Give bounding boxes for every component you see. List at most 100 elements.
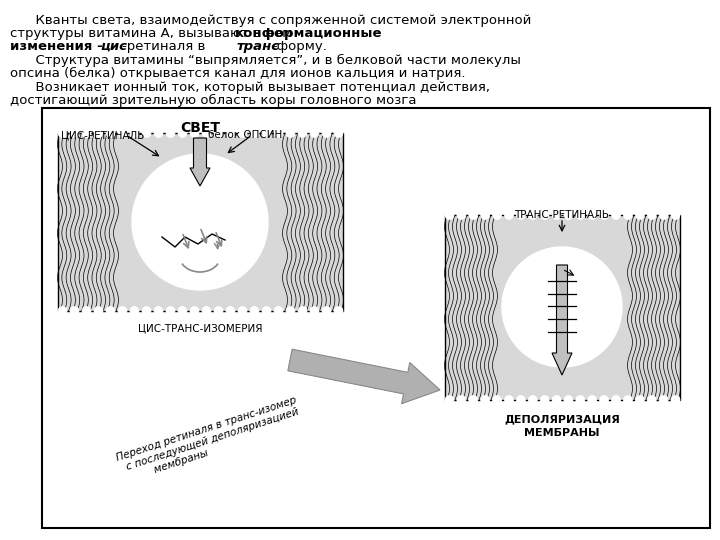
Circle shape — [154, 129, 163, 138]
Text: ЦИС-ТРАНС-ИЗОМЕРИЯ: ЦИС-ТРАНС-ИЗОМЕРИЯ — [138, 323, 262, 333]
Circle shape — [552, 211, 561, 219]
Circle shape — [445, 395, 454, 404]
Circle shape — [322, 129, 331, 138]
Circle shape — [214, 307, 223, 315]
Circle shape — [457, 395, 466, 404]
Text: структуры витамина А, вызывают в нем: структуры витамина А, вызывают в нем — [10, 27, 297, 40]
Circle shape — [564, 211, 573, 219]
Circle shape — [130, 307, 139, 315]
Circle shape — [214, 129, 223, 138]
Circle shape — [576, 211, 585, 219]
Circle shape — [58, 307, 67, 315]
Circle shape — [492, 211, 502, 219]
Circle shape — [635, 395, 644, 404]
Circle shape — [142, 129, 151, 138]
Circle shape — [58, 129, 67, 138]
Circle shape — [481, 211, 490, 219]
Circle shape — [178, 307, 187, 315]
Circle shape — [250, 129, 259, 138]
Circle shape — [94, 307, 103, 315]
Circle shape — [469, 395, 478, 404]
Circle shape — [118, 129, 127, 138]
Text: ТРАНС-РЕТИНАЛЬ: ТРАНС-РЕТИНАЛЬ — [515, 210, 610, 220]
Circle shape — [445, 211, 454, 219]
Circle shape — [505, 211, 513, 219]
Circle shape — [166, 129, 175, 138]
Circle shape — [647, 395, 656, 404]
FancyArrow shape — [190, 138, 210, 186]
Circle shape — [505, 395, 513, 404]
Circle shape — [635, 211, 644, 219]
Text: ДЕПОЛЯРИЗАЦИЯ: ДЕПОЛЯРИЗАЦИЯ — [504, 414, 620, 424]
Text: ЦИС-РЕТИНАЛЬ: ЦИС-РЕТИНАЛЬ — [61, 130, 145, 140]
Circle shape — [671, 211, 680, 219]
Circle shape — [611, 211, 621, 219]
Circle shape — [564, 395, 573, 404]
Text: Кванты света, взаимодействуя с сопряженной системой электронной: Кванты света, взаимодействуя с сопряженн… — [10, 14, 531, 27]
Text: цис: цис — [100, 40, 127, 53]
Circle shape — [457, 211, 466, 219]
Circle shape — [202, 129, 211, 138]
Circle shape — [262, 307, 271, 315]
Circle shape — [516, 395, 526, 404]
Circle shape — [106, 129, 115, 138]
Circle shape — [310, 307, 319, 315]
Circle shape — [274, 129, 283, 138]
Circle shape — [502, 247, 622, 367]
Circle shape — [552, 395, 561, 404]
Circle shape — [106, 307, 115, 315]
Circle shape — [469, 211, 478, 219]
Circle shape — [334, 129, 343, 138]
Circle shape — [274, 307, 283, 315]
Circle shape — [202, 307, 211, 315]
Text: изменения -: изменения - — [10, 40, 107, 53]
Text: МЕМБРАНЫ: МЕМБРАНЫ — [524, 428, 600, 438]
Circle shape — [262, 129, 271, 138]
Circle shape — [132, 154, 268, 290]
Circle shape — [624, 395, 632, 404]
Circle shape — [481, 395, 490, 404]
Circle shape — [322, 307, 331, 315]
Circle shape — [286, 129, 295, 138]
Bar — [445, 215, 680, 400]
Text: белок ОПСИН: белок ОПСИН — [208, 130, 282, 140]
Circle shape — [492, 395, 502, 404]
Circle shape — [130, 129, 139, 138]
Circle shape — [250, 307, 259, 315]
Text: транс: транс — [237, 40, 280, 53]
Circle shape — [238, 307, 247, 315]
Circle shape — [154, 307, 163, 315]
Circle shape — [334, 307, 343, 315]
Circle shape — [611, 395, 621, 404]
Circle shape — [82, 129, 91, 138]
Bar — [58, 133, 343, 311]
Text: достигающий зрительную область коры головного мозга: достигающий зрительную область коры голо… — [10, 94, 416, 107]
Circle shape — [647, 211, 656, 219]
FancyArrow shape — [552, 265, 572, 375]
Circle shape — [540, 395, 549, 404]
Circle shape — [528, 211, 537, 219]
Circle shape — [166, 307, 175, 315]
Circle shape — [70, 307, 79, 315]
Text: -ретиналя в: -ретиналя в — [122, 40, 214, 53]
Circle shape — [70, 129, 79, 138]
Circle shape — [118, 307, 127, 315]
Bar — [42, 108, 710, 528]
Text: конформационные: конформационные — [235, 27, 382, 40]
Circle shape — [82, 307, 91, 315]
Circle shape — [600, 395, 608, 404]
Circle shape — [588, 211, 597, 219]
Circle shape — [576, 395, 585, 404]
Text: опсина (белка) открывается канал для ионов кальция и натрия.: опсина (белка) открывается канал для ион… — [10, 67, 466, 80]
Text: СВЕТ: СВЕТ — [180, 121, 220, 135]
Circle shape — [516, 211, 526, 219]
Circle shape — [528, 395, 537, 404]
Circle shape — [190, 129, 199, 138]
Text: -форму.: -форму. — [272, 40, 327, 53]
Circle shape — [540, 211, 549, 219]
Circle shape — [94, 129, 103, 138]
Text: Возникает ионный ток, который вызывает потенциал действия,: Возникает ионный ток, который вызывает п… — [10, 81, 490, 94]
Circle shape — [624, 211, 632, 219]
Circle shape — [226, 307, 235, 315]
Text: Переход ретиналя в транс-изомер
  с последующей деполяризацией
          мембран: Переход ретиналя в транс-изомер с послед… — [115, 395, 305, 485]
